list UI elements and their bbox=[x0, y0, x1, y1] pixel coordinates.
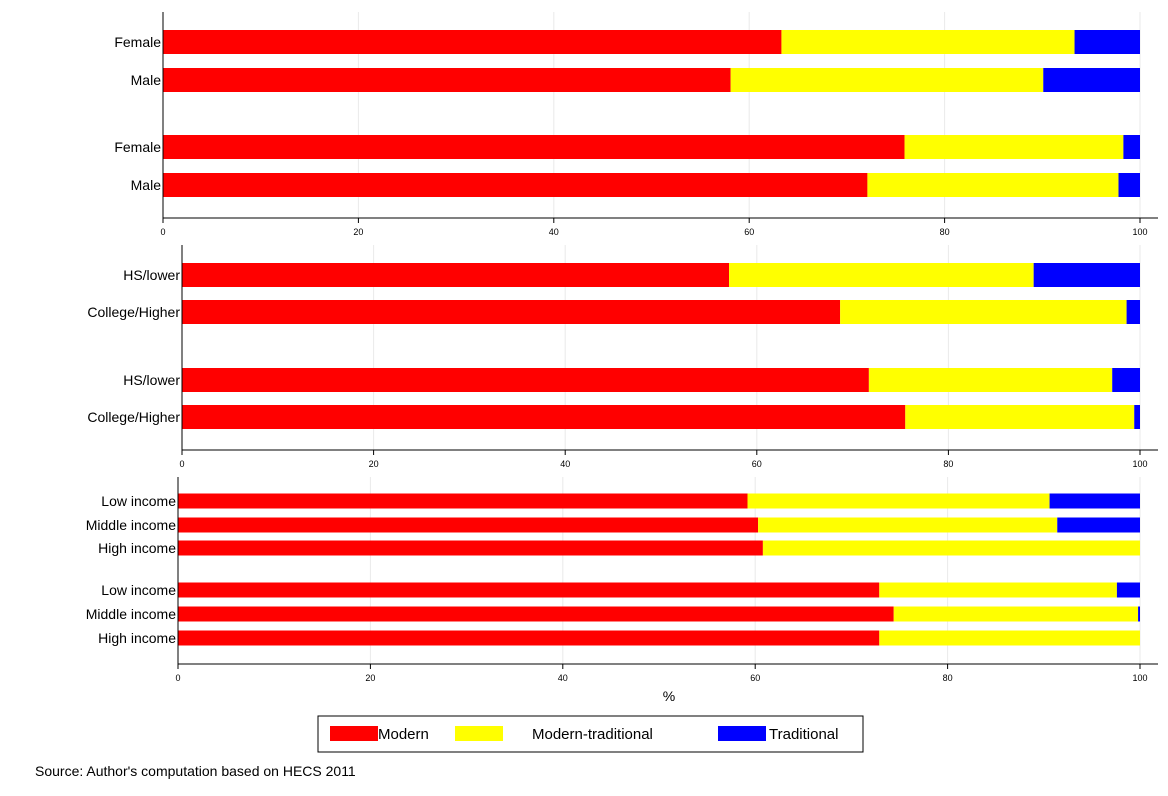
bar-segment-modern bbox=[178, 630, 880, 646]
category-label: Middle income bbox=[86, 606, 176, 622]
bar-segment-modern bbox=[178, 582, 880, 598]
bar-segment-modern-traditional bbox=[781, 30, 1075, 54]
category-label: Low income bbox=[101, 493, 176, 509]
x-tick-label: 0 bbox=[175, 673, 180, 683]
bar-segment-traditional bbox=[1134, 405, 1140, 429]
bar-segment-modern-traditional bbox=[729, 263, 1034, 287]
x-tick-label: 80 bbox=[940, 227, 950, 237]
bar-segment-modern bbox=[182, 263, 730, 287]
category-label: College/Higher bbox=[87, 409, 180, 425]
x-tick-label: 20 bbox=[365, 673, 375, 683]
bar-segment-modern bbox=[163, 30, 782, 54]
x-tick-label: 0 bbox=[179, 459, 184, 469]
category-label: Male bbox=[131, 72, 162, 88]
legend-swatch-modern bbox=[330, 726, 378, 741]
bar-segment-modern bbox=[182, 368, 869, 392]
x-axis-title: % bbox=[663, 688, 675, 704]
x-tick-label: 100 bbox=[1132, 459, 1147, 469]
x-tick-label: 60 bbox=[750, 673, 760, 683]
bar-segment-traditional bbox=[1033, 263, 1140, 287]
bar-segment-traditional bbox=[1126, 300, 1140, 324]
bar-segment-modern bbox=[182, 300, 841, 324]
bar-segment-modern-traditional bbox=[840, 300, 1127, 324]
bar-segment-modern bbox=[178, 540, 763, 556]
legend-label: Modern-traditional bbox=[532, 726, 653, 743]
x-tick-label: 60 bbox=[744, 227, 754, 237]
bar-segment-traditional bbox=[1116, 582, 1140, 598]
panel-3: Low income Middle income High income Low in… bbox=[86, 477, 1158, 683]
bar-segment-modern bbox=[178, 517, 759, 533]
bar-segment-modern-traditional bbox=[758, 517, 1058, 533]
x-tick-label: 40 bbox=[560, 459, 570, 469]
legend-swatch-traditional bbox=[718, 726, 766, 741]
bar-segment-modern bbox=[178, 606, 894, 622]
legend-swatch-modern-traditional bbox=[455, 726, 503, 741]
category-label: College/Higher bbox=[87, 304, 180, 320]
bar-segment-traditional bbox=[1112, 368, 1140, 392]
category-label: High income bbox=[98, 540, 176, 556]
bar-segment-modern bbox=[163, 173, 868, 197]
bar-segment-modern-traditional bbox=[730, 68, 1044, 92]
bar-segment-modern-traditional bbox=[879, 582, 1117, 598]
bar-segment-modern-traditional bbox=[904, 135, 1124, 159]
category-label: High income bbox=[98, 630, 176, 646]
category-label: Male bbox=[131, 177, 162, 193]
category-label: Middle income bbox=[86, 517, 176, 533]
bar-segment-modern-traditional bbox=[868, 368, 1113, 392]
panel-2: HS/lower College/Higher HS/lower College/Hi… bbox=[87, 245, 1158, 469]
category-label: HS/lower bbox=[123, 372, 180, 388]
x-tick-label: 100 bbox=[1132, 227, 1147, 237]
bar-segment-traditional bbox=[1043, 68, 1140, 92]
bar-segment-modern-traditional bbox=[905, 405, 1135, 429]
category-label: Female bbox=[114, 34, 161, 50]
x-tick-label: 40 bbox=[549, 227, 559, 237]
category-label: HS/lower bbox=[123, 267, 180, 283]
x-tick-label: 100 bbox=[1132, 673, 1147, 683]
category-label: Female bbox=[114, 139, 161, 155]
x-tick-label: 60 bbox=[752, 459, 762, 469]
bar-segment-traditional bbox=[1057, 517, 1140, 533]
legend-label: Traditional bbox=[769, 726, 838, 743]
bar-segment-modern-traditional bbox=[867, 173, 1119, 197]
bar-segment-modern bbox=[182, 405, 906, 429]
x-tick-label: 20 bbox=[369, 459, 379, 469]
bar-segment-traditional bbox=[1074, 30, 1140, 54]
bar-segment-traditional bbox=[1049, 493, 1140, 509]
bar-segment-modern bbox=[163, 68, 731, 92]
bar-segment-modern-traditional bbox=[747, 493, 1050, 509]
legend: Modern Modern-traditional Traditional bbox=[317, 715, 864, 753]
bar-segment-traditional bbox=[1123, 135, 1140, 159]
legend-label: Modern bbox=[378, 726, 429, 743]
category-label: Low income bbox=[101, 582, 176, 598]
x-tick-label: 80 bbox=[943, 673, 953, 683]
bar-segment-traditional bbox=[1138, 606, 1140, 622]
panel-1: Female Male Female Male 0 20 40 60 80 100 bbox=[114, 12, 1158, 237]
bar-segment-modern-traditional bbox=[879, 630, 1140, 646]
bar-segment-modern-traditional bbox=[762, 540, 1140, 556]
bar-segment-traditional bbox=[1118, 173, 1140, 197]
bar-segment-modern bbox=[178, 493, 748, 509]
bar-segment-modern bbox=[163, 135, 905, 159]
x-tick-label: 40 bbox=[558, 673, 568, 683]
x-tick-label: 20 bbox=[353, 227, 363, 237]
x-tick-label: 80 bbox=[943, 459, 953, 469]
bar-segment-modern-traditional bbox=[893, 606, 1139, 622]
source-note: Source: Author's computation based on HE… bbox=[35, 763, 356, 779]
x-tick-label: 0 bbox=[160, 227, 165, 237]
